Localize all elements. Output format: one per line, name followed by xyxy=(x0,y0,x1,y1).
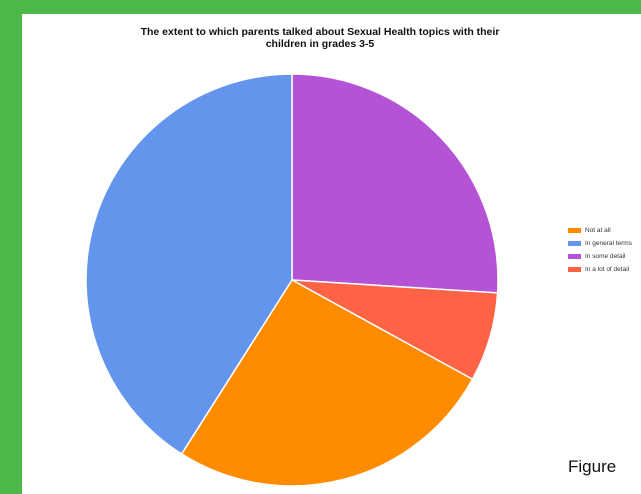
legend-item-in-some-detail: In some detail xyxy=(568,250,641,263)
legend-item-in-general-terms: In general terms xyxy=(568,237,641,250)
legend-swatch xyxy=(568,254,581,259)
legend-item-not-at-all: Not at all xyxy=(568,224,641,237)
pie-slice-in-general-terms xyxy=(85,73,293,455)
figure-caption: Figure xyxy=(568,457,617,476)
pie-chart xyxy=(85,73,499,487)
chart-title-line-2: children in grades 3-5 xyxy=(265,38,375,50)
legend-swatch xyxy=(568,228,581,233)
chart-title: The extent to which parents talked about… xyxy=(60,26,580,50)
legend-swatch xyxy=(568,267,581,272)
pie-slice-in-some-detail xyxy=(291,73,499,294)
legend-label: In a lot of detail xyxy=(585,266,630,273)
chart-legend: Not at all In general terms In some detail… xyxy=(568,224,641,276)
legend-swatch xyxy=(568,241,581,246)
legend-label: Not at all xyxy=(585,227,611,234)
chart-panel: The extent to which parents talked about… xyxy=(22,14,641,494)
pie-slice-not-at-all xyxy=(180,279,474,487)
chart-title-line-1: The extent to which parents talked about… xyxy=(140,26,500,38)
legend-item-in-a-lot-of-detail: In a lot of detail xyxy=(568,263,641,276)
legend-label: In some detail xyxy=(585,253,626,260)
legend-label: In general terms xyxy=(585,240,632,247)
